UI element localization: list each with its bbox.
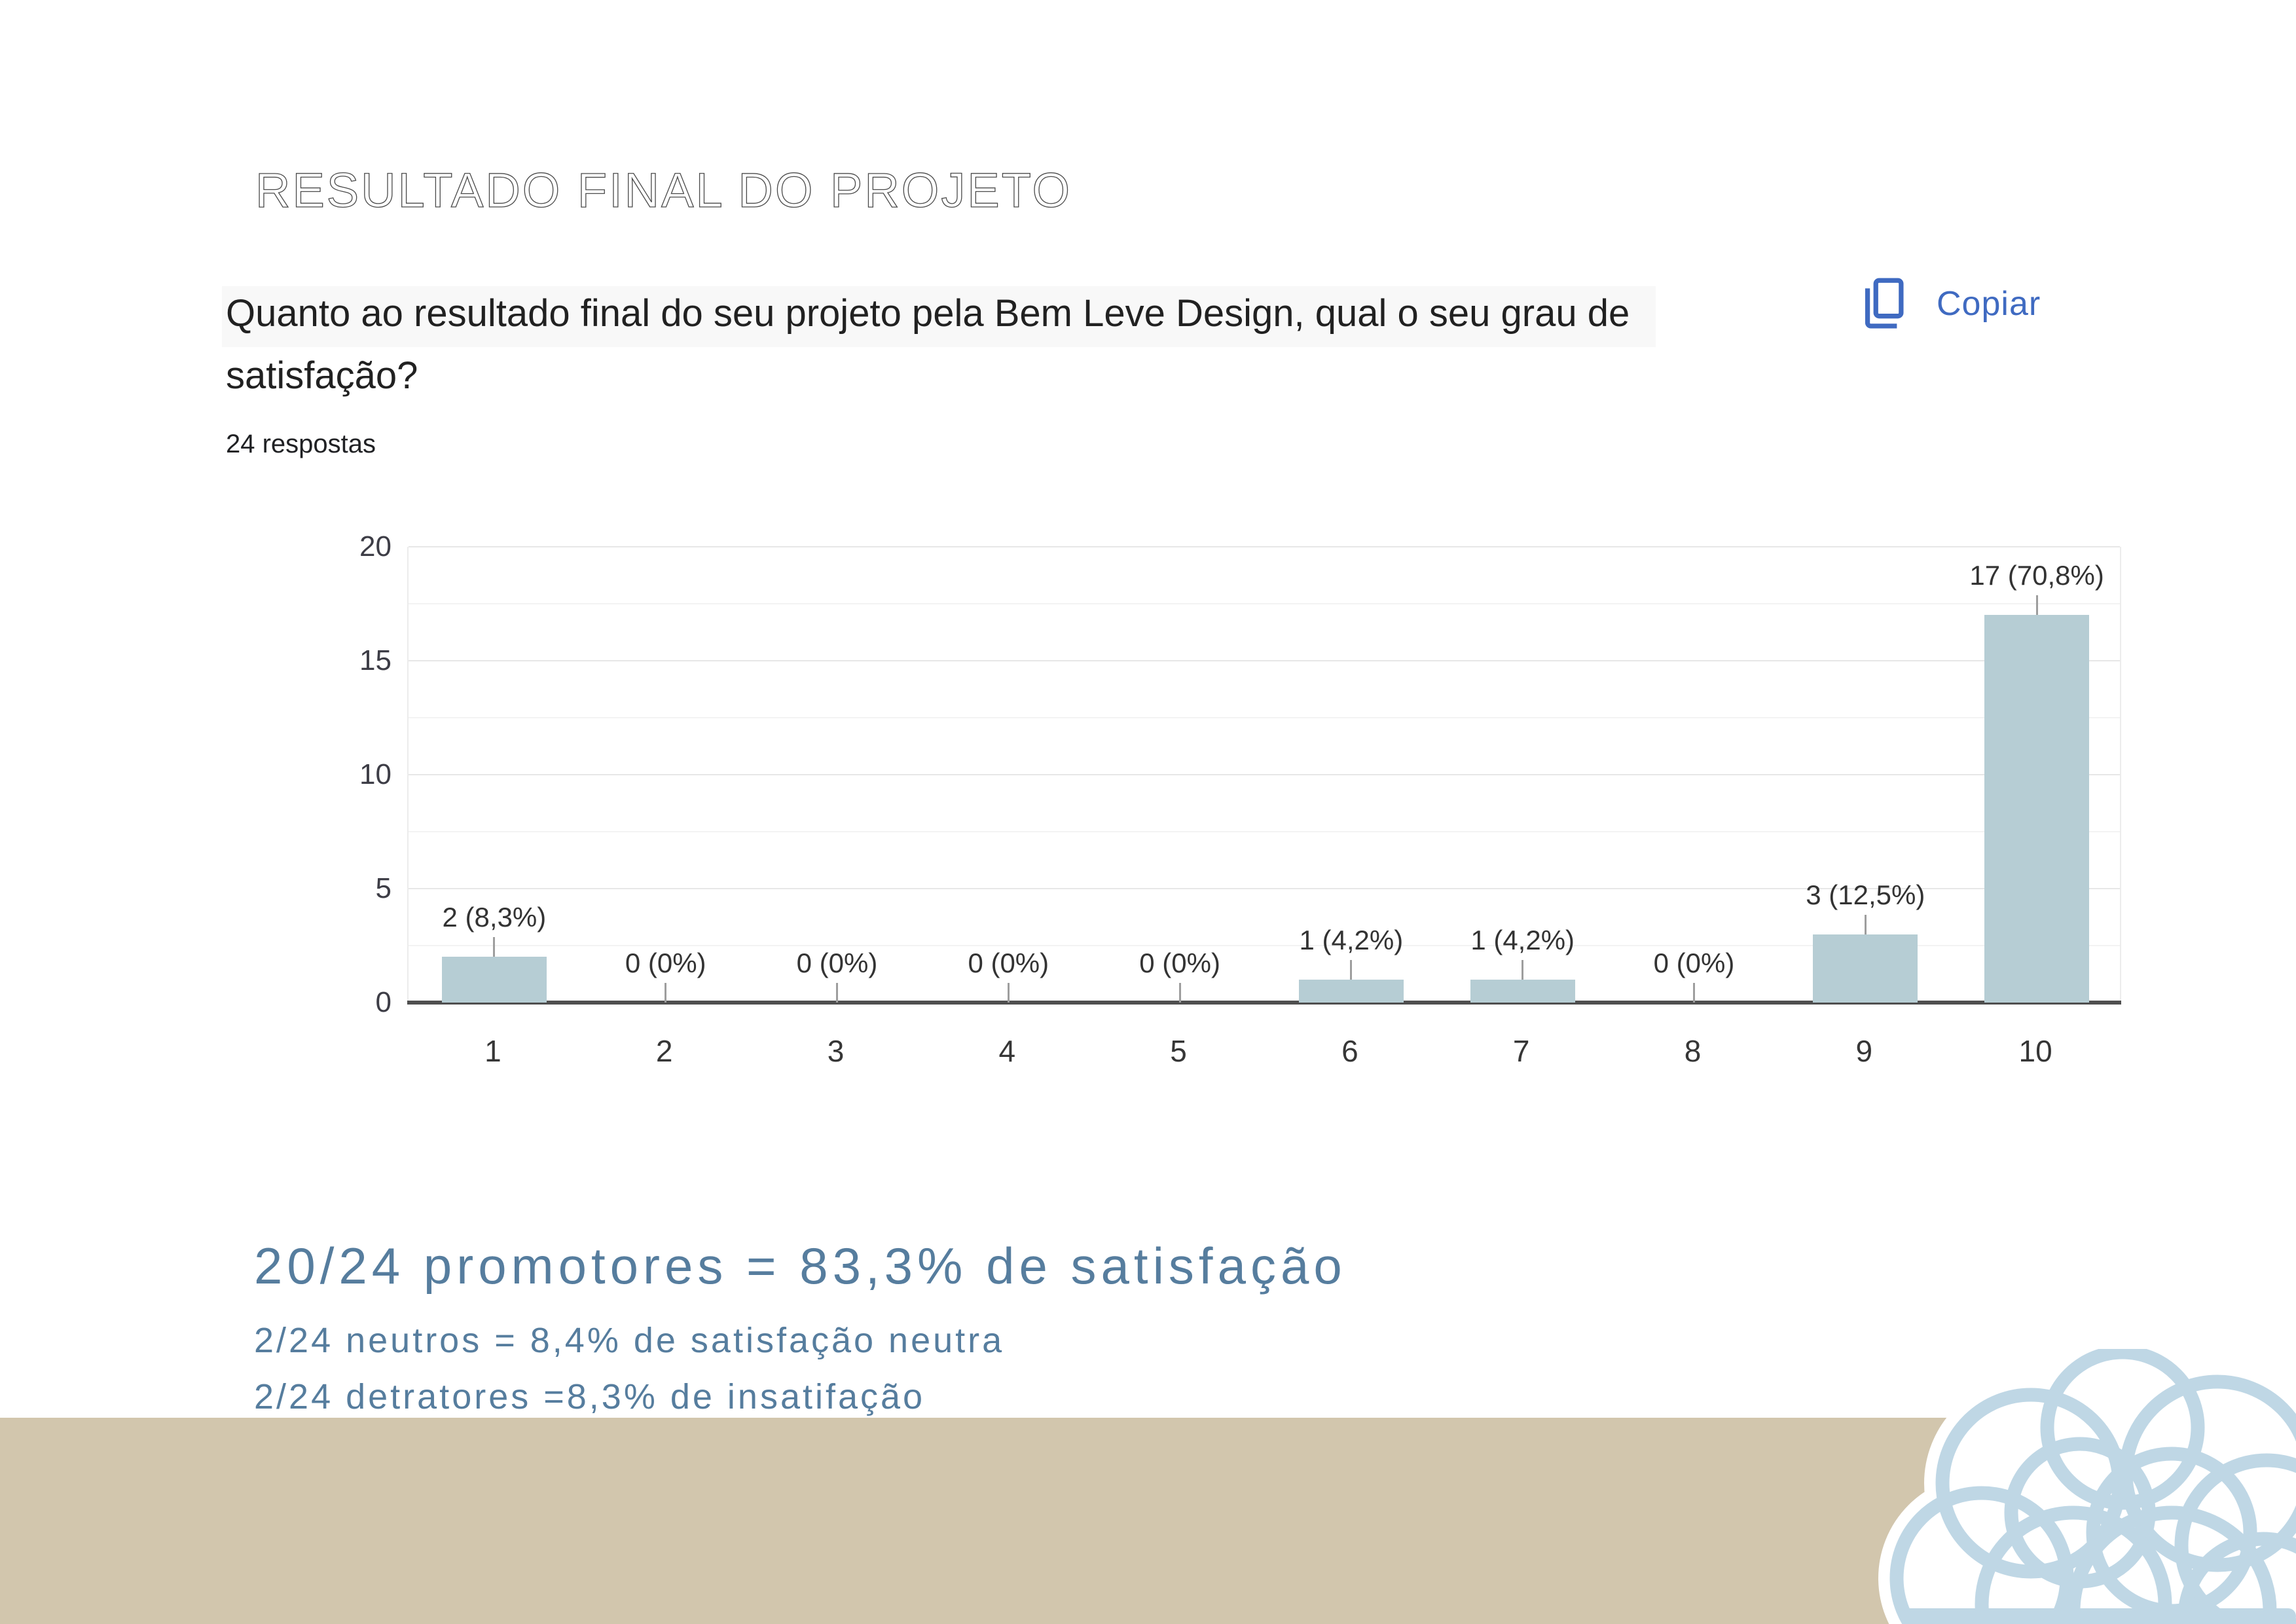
gridline-minor [409, 603, 2120, 604]
y-tick-15: 15 [359, 644, 392, 676]
bar-category-10 [1984, 615, 2090, 1003]
x-tick-5: 5 [1170, 1034, 1187, 1068]
bar-value-label-4: 0 (0%) [968, 948, 1049, 978]
y-tick-20: 20 [359, 530, 392, 563]
x-tick-7: 7 [1512, 1034, 1530, 1068]
y-tick-10: 10 [359, 758, 392, 790]
gridline-minor [409, 717, 2120, 718]
bar-category-6 [1298, 980, 1404, 1003]
bar-value-label-6: 1 (4,2%) [1299, 925, 1404, 956]
copy-button-label: Copiar [1937, 285, 2041, 323]
copy-button[interactable]: Copiar [1858, 271, 2225, 337]
bar-value-label-5: 0 (0%) [1139, 948, 1220, 978]
logo-rings-icon [1864, 1334, 2296, 1624]
responses-count: 24 respostas [226, 430, 376, 458]
x-tick-4: 4 [998, 1034, 1016, 1068]
gridline-minor [409, 831, 2120, 832]
bar-label-leader-8 [1693, 983, 1695, 1003]
bar-label-leader-5 [1178, 983, 1181, 1003]
bar-label-leader-10 [2035, 595, 2038, 616]
chart-baseline [407, 1001, 2121, 1005]
x-tick-8: 8 [1684, 1034, 1702, 1068]
gridline-major [409, 660, 2120, 661]
gridline-major [409, 546, 2120, 547]
slide-title: RESULTADO FINAL DO PROJETO [255, 162, 1072, 217]
y-tick-0: 0 [375, 986, 392, 1018]
bar-category-9 [1813, 934, 1918, 1003]
bar-label-leader-3 [836, 983, 838, 1003]
bar-value-label-10: 17 (70,8%) [1969, 560, 2104, 591]
summary-detractors: 2/24 detratores =8,3% de insatifação [254, 1377, 926, 1416]
bar-label-leader-4 [1007, 983, 1010, 1003]
y-tick-5: 5 [375, 872, 392, 904]
bar-value-label-9: 3 (12,5%) [1806, 879, 1925, 910]
x-tick-6: 6 [1341, 1034, 1358, 1068]
gridline-major [409, 888, 2120, 889]
x-tick-3: 3 [827, 1034, 845, 1068]
form-question-line2: satisfação? [226, 354, 418, 397]
bar-label-leader-2 [665, 983, 667, 1003]
bar-label-leader-9 [1864, 914, 1867, 934]
form-question-line1: Quanto ao resultado final do seu projeto… [222, 286, 1656, 347]
bar-label-leader-7 [1522, 960, 1524, 980]
bar-value-label-1: 2 (8,3%) [442, 902, 547, 933]
gridline-major [409, 774, 2120, 775]
summary-promoters: 20/24 promotores = 83,3% de satisfação [254, 1237, 1347, 1295]
bar-value-label-7: 1 (4,2%) [1470, 925, 1575, 956]
bar-label-leader-1 [493, 937, 496, 957]
copy-icon [1858, 275, 1908, 333]
bar-value-label-3: 0 (0%) [796, 948, 878, 978]
bar-category-7 [1470, 980, 1575, 1003]
x-tick-2: 2 [655, 1034, 673, 1068]
bar-value-label-2: 0 (0%) [625, 948, 706, 978]
gridline-minor [409, 945, 2120, 946]
bar-category-1 [441, 957, 547, 1003]
bar-label-leader-6 [1350, 960, 1353, 980]
bar-value-label-8: 0 (0%) [1653, 948, 1735, 978]
x-tick-9: 9 [1855, 1034, 1873, 1068]
summary-neutrals: 2/24 neutros = 8,4% de satisfação neutra [254, 1321, 1005, 1360]
chart-plot: 2 (8,3%) 0 (0%) 0 (0%) 0 (0%) 0 (0%) 1 (4,2%)… [407, 546, 2121, 1005]
x-tick-10: 10 [2018, 1034, 2052, 1068]
x-tick-1: 1 [484, 1034, 501, 1068]
